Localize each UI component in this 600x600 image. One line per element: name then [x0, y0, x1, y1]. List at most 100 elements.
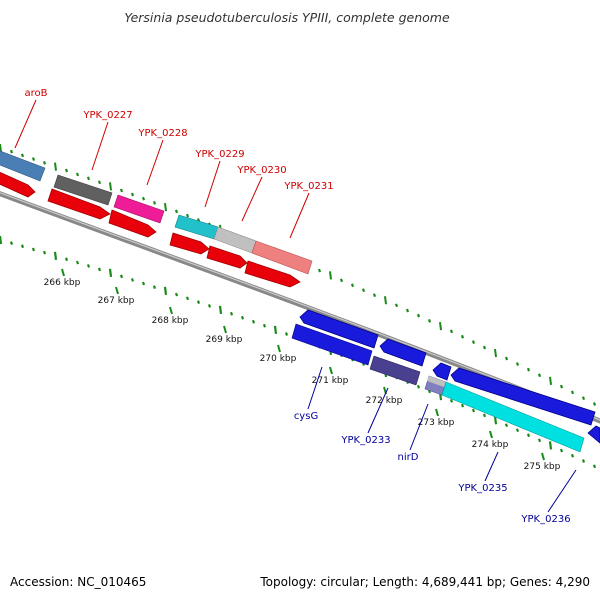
cds-arrow[interactable]	[206, 245, 248, 269]
cds-arrow[interactable]	[108, 209, 157, 238]
track-dot	[526, 433, 531, 438]
cds-arrow[interactable]	[299, 309, 379, 349]
cds-arrow[interactable]	[169, 232, 210, 255]
track-dot	[141, 196, 146, 201]
kbp-label: 269 kbp	[206, 335, 243, 345]
track-dot	[405, 308, 410, 313]
track-dot	[42, 161, 47, 165]
track-dot	[361, 288, 366, 293]
track-dot	[537, 373, 542, 378]
track-dot	[97, 267, 102, 272]
label-leader-line	[409, 403, 429, 451]
track-dot	[196, 300, 201, 304]
track-dot	[218, 305, 223, 314]
forward-gene-labels: aroB YPK_0227 YPK_0228 YPK_0229 YPK_0230 YPK_…	[14, 88, 334, 239]
track-dot	[31, 157, 36, 161]
track-dot	[581, 459, 586, 463]
gene-label-cysG[interactable]: cysG	[294, 411, 318, 422]
kbp-label: 266 kbp	[44, 278, 81, 288]
track-dot	[86, 264, 91, 268]
gene-label-YPK_0230[interactable]: YPK_0230	[236, 165, 286, 176]
gene-block-nirD-grey	[427, 376, 446, 387]
label-leader-line	[484, 451, 499, 482]
label-leader-line	[146, 139, 164, 186]
kbp-tick	[329, 366, 333, 375]
cds-arrow[interactable]	[47, 188, 111, 220]
kbp-label: 271 kbp	[312, 376, 349, 386]
reverse-gene-labels: cysG YPK_0233 nirD YPK_0235 YPK_0236	[294, 366, 577, 525]
track-dot	[482, 413, 487, 418]
gene-label-YPK_0233[interactable]: YPK_0233	[340, 435, 390, 446]
track-dot	[86, 176, 91, 181]
kbp-label: 274 kbp	[472, 440, 509, 450]
cds-arrow[interactable]	[587, 425, 600, 444]
gene-block-YPK_0228[interactable]	[113, 194, 165, 224]
cds-arrow[interactable]	[0, 170, 36, 198]
kbp-tick	[435, 408, 439, 417]
label-leader-line	[547, 469, 577, 513]
track-dot	[449, 329, 454, 334]
track-dot	[537, 438, 542, 443]
track-dot	[284, 332, 289, 336]
track-dot	[460, 403, 465, 408]
track-dot	[416, 313, 421, 318]
gene-block-cysG[interactable]	[291, 323, 373, 366]
track-dot	[515, 362, 520, 366]
kbp-tick	[541, 452, 545, 461]
track-dot	[548, 441, 553, 450]
gene-block-aroB[interactable]	[0, 149, 46, 182]
track-dot	[329, 271, 332, 280]
track-dot	[53, 251, 58, 261]
gene-label-YPK_0228[interactable]: YPK_0228	[137, 128, 187, 139]
track-dot	[185, 296, 190, 301]
track-dot	[207, 304, 212, 308]
cds-arrow[interactable]	[244, 260, 301, 288]
cds-arrow[interactable]	[450, 367, 596, 426]
gene-label-YPK_0231[interactable]: YPK_0231	[283, 181, 333, 192]
gene-label-YPK_0235[interactable]: YPK_0235	[457, 483, 507, 494]
track-dot	[64, 168, 69, 173]
track-dot	[20, 244, 25, 249]
cds-arrow[interactable]	[432, 362, 452, 381]
kbp-label: 273 kbp	[418, 418, 455, 428]
track-dot	[108, 268, 113, 277]
cds-arrow[interactable]	[379, 338, 427, 367]
track-dot	[229, 311, 234, 316]
track-dot	[416, 384, 421, 389]
track-dot	[240, 315, 245, 320]
track-dot	[394, 303, 399, 308]
gene-label-nirD[interactable]: nirD	[398, 452, 419, 463]
label-leader-line	[367, 387, 389, 434]
gene-label-YPK_0227[interactable]: YPK_0227	[82, 110, 132, 121]
gene-label-YPK_0236[interactable]: YPK_0236	[520, 514, 570, 525]
track-dot	[75, 172, 80, 177]
label-leader-line	[91, 121, 109, 171]
track-dot	[427, 319, 432, 323]
track-dot	[515, 428, 520, 433]
gene-block-YPK_0231[interactable]	[251, 240, 313, 275]
kbp-ruler: 266 kbp 267 kbp 268 kbp 269 kbp 270 kbp 271 k…	[44, 268, 561, 472]
track-dot	[372, 293, 377, 298]
track-dot	[471, 340, 476, 344]
track-dot	[460, 334, 465, 339]
gene-block-YPK_0233[interactable]	[369, 355, 421, 386]
gene-block-YPK_0235[interactable]	[441, 381, 585, 453]
track-dot	[559, 448, 564, 453]
dotted-track-outer-bottom	[0, 235, 597, 469]
track-dot	[75, 260, 80, 265]
track-dot	[64, 257, 69, 262]
track-dot	[152, 201, 157, 205]
kbp-tick	[61, 268, 65, 277]
kbp-label: 270 kbp	[260, 354, 297, 364]
track-dot	[384, 296, 387, 305]
track-dot	[273, 325, 278, 334]
track-dot	[493, 416, 498, 425]
gene-block-YPK_0227[interactable]	[53, 174, 113, 206]
track-dot	[317, 268, 322, 273]
track-dot	[570, 453, 575, 458]
track-dot	[130, 278, 135, 282]
gene-label-aroB[interactable]: aroB	[25, 88, 48, 99]
gene-label-YPK_0229[interactable]: YPK_0229	[194, 149, 244, 160]
track-dot	[54, 162, 57, 171]
